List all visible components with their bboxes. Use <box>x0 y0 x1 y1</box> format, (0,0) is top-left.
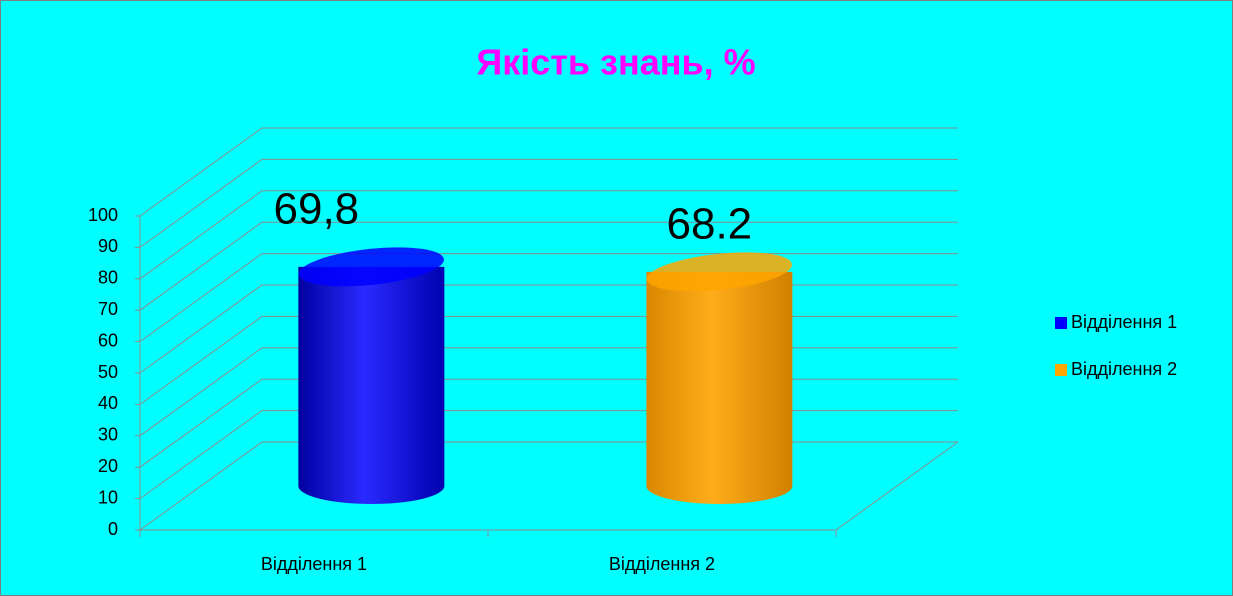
y-tick-label: 20 <box>98 456 118 476</box>
legend-label: Відділення 2 <box>1071 359 1177 379</box>
cylinder-top <box>298 247 444 287</box>
grid-line <box>139 221 958 311</box>
grid-line <box>139 190 958 280</box>
data-label: 68.2 <box>667 199 753 248</box>
legend-label: Відділення 1 <box>1071 312 1177 332</box>
grid-line <box>139 158 958 248</box>
y-tick-label: 80 <box>98 268 118 288</box>
cylinder <box>646 252 793 504</box>
grid-line <box>139 127 958 217</box>
y-tick-label: 60 <box>98 330 118 350</box>
cylinder-body <box>646 271 793 504</box>
data-label: 69,8 <box>274 184 360 233</box>
cylinder-top <box>646 252 792 292</box>
y-tick-label: 40 <box>98 393 118 413</box>
x-tick-label: Відділення 1 <box>261 554 367 574</box>
y-tick-label: 90 <box>98 236 118 256</box>
legend-swatch <box>1055 317 1067 329</box>
y-tick-label: 10 <box>98 487 118 507</box>
y-tick-label: 70 <box>98 299 118 319</box>
y-tick-label: 50 <box>98 362 118 382</box>
legend-swatch <box>1055 364 1067 376</box>
y-tick-label: 100 <box>88 205 118 225</box>
cylinder-body <box>298 266 445 504</box>
chart-title: Якість знань, % <box>476 42 755 83</box>
cylinder <box>298 247 445 504</box>
x-tick-label: Відділення 2 <box>609 554 715 574</box>
y-tick-label: 0 <box>108 519 118 539</box>
y-tick-label: 30 <box>98 425 118 445</box>
